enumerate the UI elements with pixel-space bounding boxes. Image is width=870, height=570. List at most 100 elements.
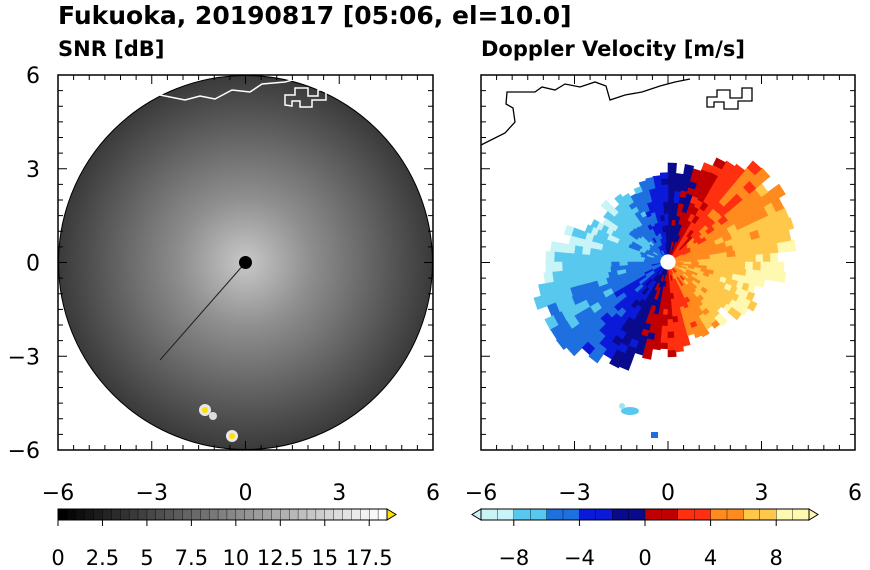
doppler-echo-cell [681, 339, 691, 347]
colorbar-tick-label: 10 [222, 546, 249, 570]
doppler-echo-cell [721, 261, 731, 268]
doppler-echo-cell [698, 261, 708, 266]
doppler-echo-cell [645, 176, 655, 185]
doppler-echo-cell [553, 251, 563, 263]
doppler-echo-cell [667, 319, 674, 327]
doppler-echo-cell [769, 252, 779, 263]
colorbar-segment [377, 508, 388, 521]
doppler-echo-cell [768, 270, 779, 282]
doppler-echo-cell [663, 308, 669, 316]
colorbar-segment [93, 508, 104, 521]
doppler-echo-cell [661, 331, 669, 338]
colorbar-segment [288, 508, 299, 521]
doppler-echo-cell [667, 214, 673, 222]
doppler-echo-cell [610, 256, 620, 263]
colorbar-tick-label: 12.5 [257, 546, 304, 570]
colorbar-segment [360, 508, 370, 521]
doppler-echo-cell [662, 320, 669, 327]
doppler-echo-cell [652, 342, 662, 351]
doppler-echo-cell [642, 350, 653, 360]
colorbar-segment [342, 508, 353, 521]
snr-coastline-east [284, 87, 327, 108]
doppler-echo-cell [662, 207, 669, 214]
doppler-echo-cell [672, 196, 680, 204]
colorbar-segment [75, 508, 86, 521]
doppler-echo-cell [776, 207, 790, 222]
colorbar-segment [235, 508, 246, 521]
doppler-echo-cell [664, 286, 669, 293]
doppler-echo-cell [565, 243, 576, 255]
colorbar-tick-label: 7.5 [175, 546, 208, 570]
doppler-echo-cell [781, 217, 795, 231]
colorbar-segment [776, 508, 794, 521]
doppler-echo-cell [586, 261, 596, 270]
doppler-echo-cell [545, 251, 555, 263]
doppler-colorbar: −8 −4 0 4 8 [471, 508, 819, 570]
doppler-echo-cell [660, 342, 669, 350]
colorbar-segment [324, 508, 335, 521]
doppler-echo-cell [771, 183, 786, 200]
y-tick-label: −3 [8, 345, 40, 370]
colorbar-tick-label: 0 [638, 546, 651, 570]
doppler-echo-cell [767, 261, 777, 272]
colorbar-segment [644, 508, 662, 521]
doppler-echo-cell [748, 253, 757, 263]
doppler-echo-cell [594, 261, 604, 269]
doppler-echo-cell [561, 261, 571, 272]
doppler-echo-cell [667, 325, 675, 333]
doppler-echo-cell [675, 344, 685, 353]
colorbar-tick-label: −8 [498, 546, 529, 570]
doppler-echo-cell [673, 190, 681, 198]
doppler-echo-cell [737, 261, 746, 270]
colorbar-tick-label: 0 [51, 546, 64, 570]
snr-radar-site-marker [239, 256, 252, 269]
doppler-echo-cell [543, 271, 554, 284]
colorbar-segment [562, 508, 580, 521]
doppler-echo-cell [603, 210, 613, 221]
colorbar-segment [546, 508, 564, 521]
doppler-echo-cell [667, 188, 675, 197]
doppler-echo-cell [553, 261, 563, 273]
colorbar-segment [612, 508, 630, 521]
doppler-echo-cell [667, 169, 677, 177]
colorbar-segment [191, 508, 201, 521]
doppler-echo-cell [667, 162, 677, 171]
doppler-echo-cell [633, 186, 643, 195]
doppler-echo-cell [660, 183, 669, 191]
doppler-coastline [481, 78, 691, 146]
doppler-echo-cell [597, 249, 607, 257]
colorbar-segment [217, 508, 228, 521]
colorbar-extend-max [808, 508, 819, 521]
doppler-echo-cell [740, 254, 750, 263]
doppler-echo-cell [660, 336, 669, 344]
colorbar-segment [271, 508, 281, 521]
colorbar-frame [57, 508, 388, 521]
x-tick-label: 3 [755, 481, 769, 506]
doppler-ticks: −6 −3 0 3 6 [465, 74, 862, 506]
doppler-echo-cell [555, 334, 572, 351]
colorbar-segment [297, 508, 308, 521]
colorbar-segment [480, 508, 498, 521]
colorbar-segment [530, 508, 548, 521]
doppler-echo-cell [776, 271, 787, 283]
colorbar-segment [726, 508, 744, 521]
colorbar-tick-label: 5 [140, 546, 153, 570]
colorbar-segment [155, 508, 166, 521]
doppler-echo-cell [664, 297, 669, 305]
doppler-echo-cell [581, 246, 591, 256]
doppler-echo-cell [665, 280, 669, 288]
x-tick-label: −6 [465, 481, 497, 506]
colorbar-segment [164, 508, 175, 521]
doppler-echo-cell [672, 201, 679, 209]
colorbar-segment [120, 508, 130, 521]
doppler-echo-cell [667, 195, 675, 203]
doppler-echo-cell [589, 247, 599, 257]
doppler-echo-cell [551, 271, 562, 283]
colorbar-segment [66, 508, 77, 521]
doppler-echo-cell [701, 162, 714, 173]
doppler-echo-cell [756, 277, 766, 288]
colorbar-segment [244, 508, 255, 521]
colorbar-segment [84, 508, 95, 521]
colorbar-extend-max [386, 508, 397, 521]
